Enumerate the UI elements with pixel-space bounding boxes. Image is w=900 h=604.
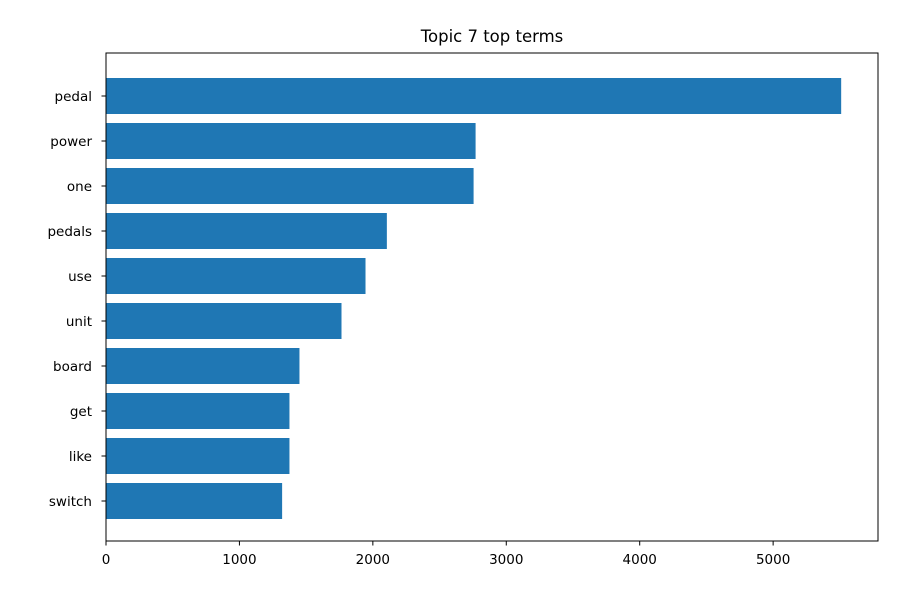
x-tick-label: 1000 <box>222 552 256 568</box>
x-tick-label: 2000 <box>356 552 390 568</box>
x-tick-label: 4000 <box>623 552 657 568</box>
bar-like <box>106 438 289 474</box>
y-tick-label: pedal <box>55 89 92 105</box>
bar-use <box>106 258 366 294</box>
y-tick-label: pedals <box>47 224 92 240</box>
y-tick-label: use <box>68 269 92 285</box>
x-tick-label: 5000 <box>756 552 790 568</box>
bar-board <box>106 348 299 384</box>
y-tick-label: switch <box>49 494 92 510</box>
y-tick-label: unit <box>66 314 92 330</box>
bar-switch <box>106 483 282 519</box>
bar-power <box>106 123 476 159</box>
bar-pedal <box>106 78 841 114</box>
x-tick-label: 3000 <box>489 552 523 568</box>
chart-title: Topic 7 top terms <box>420 27 564 46</box>
bar-unit <box>106 303 341 339</box>
bar-get <box>106 393 289 429</box>
bar-pedals <box>106 213 387 249</box>
bar-one <box>106 168 474 204</box>
y-tick-label: board <box>53 359 92 375</box>
y-tick-label: one <box>67 179 92 195</box>
x-tick-label: 0 <box>102 552 111 568</box>
y-tick-label: get <box>70 404 92 420</box>
y-tick-label: power <box>50 134 92 150</box>
y-tick-label: like <box>69 449 92 465</box>
